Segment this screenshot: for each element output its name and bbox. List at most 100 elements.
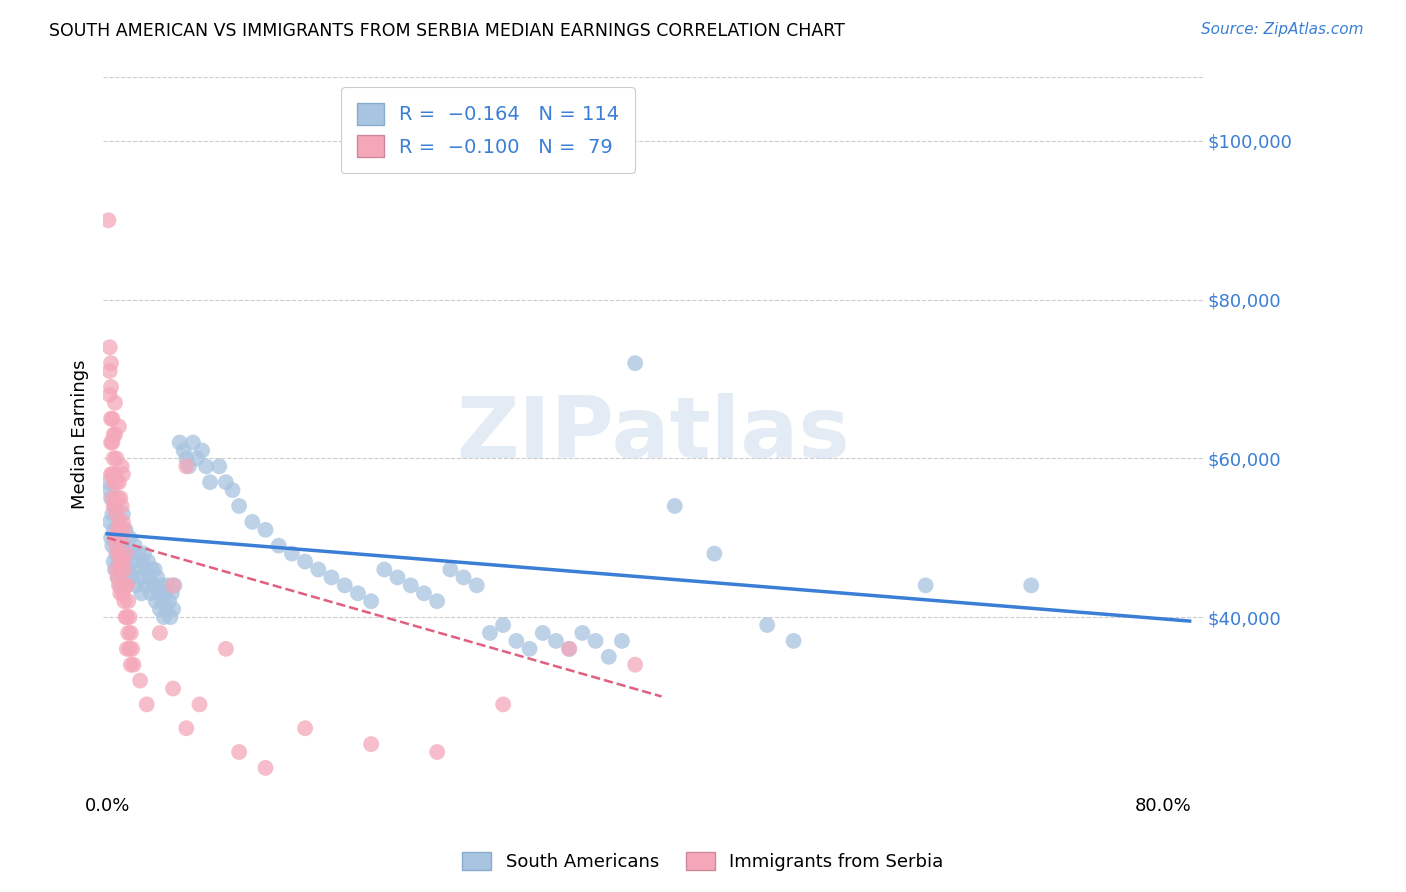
Point: [115, 578, 138, 592]
Point: [112, 562, 135, 576]
Point: [98, 483, 121, 497]
Point: [914, 578, 936, 592]
Point: [108, 555, 131, 569]
Point: [120, 657, 142, 672]
Point: [128, 547, 150, 561]
Point: [163, 578, 186, 592]
Point: [135, 698, 157, 712]
Point: [110, 523, 132, 537]
Point: [181, 435, 204, 450]
Point: [267, 539, 290, 553]
Point: [188, 698, 211, 712]
Point: [118, 641, 141, 656]
Point: [149, 626, 172, 640]
Point: [103, 475, 125, 490]
Point: [107, 570, 129, 584]
Point: [108, 578, 131, 592]
Point: [114, 523, 136, 537]
Point: [221, 483, 243, 497]
Point: [104, 427, 127, 442]
Point: [176, 451, 198, 466]
Point: [360, 737, 382, 751]
Point: [114, 555, 136, 569]
Point: [115, 547, 138, 561]
Point: [124, 539, 146, 553]
Point: [1019, 578, 1042, 592]
Point: [108, 419, 131, 434]
Point: [112, 539, 135, 553]
Point: [121, 641, 143, 656]
Point: [162, 602, 184, 616]
Point: [117, 626, 139, 640]
Point: [143, 562, 166, 576]
Point: [228, 745, 250, 759]
Point: [610, 634, 633, 648]
Point: [373, 562, 395, 576]
Point: [191, 443, 214, 458]
Point: [240, 515, 263, 529]
Point: [208, 459, 231, 474]
Point: [347, 586, 370, 600]
Point: [101, 435, 124, 450]
Point: [307, 562, 329, 576]
Point: [107, 570, 129, 584]
Point: [100, 435, 122, 450]
Point: [105, 539, 128, 553]
Point: [120, 547, 142, 561]
Point: [598, 649, 620, 664]
Point: [426, 745, 449, 759]
Point: [112, 570, 135, 584]
Point: [756, 618, 779, 632]
Point: [114, 610, 136, 624]
Point: [101, 411, 124, 425]
Point: [134, 578, 156, 592]
Point: [169, 435, 191, 450]
Point: [478, 626, 501, 640]
Point: [115, 578, 138, 592]
Point: [111, 586, 134, 600]
Point: [111, 515, 134, 529]
Point: [215, 641, 238, 656]
Point: [104, 531, 127, 545]
Point: [110, 531, 132, 545]
Point: [120, 626, 142, 640]
Legend: South Americans, Immigrants from Serbia: South Americans, Immigrants from Serbia: [456, 845, 950, 879]
Point: [111, 507, 134, 521]
Point: [101, 467, 124, 482]
Point: [173, 443, 195, 458]
Point: [624, 356, 647, 370]
Point: [703, 547, 725, 561]
Point: [108, 475, 131, 490]
Point: [107, 491, 129, 505]
Point: [100, 531, 122, 545]
Point: [104, 499, 127, 513]
Point: [176, 721, 198, 735]
Text: Source: ZipAtlas.com: Source: ZipAtlas.com: [1201, 22, 1364, 37]
Y-axis label: Median Earnings: Median Earnings: [72, 359, 89, 509]
Point: [453, 570, 475, 584]
Point: [110, 586, 132, 600]
Point: [152, 594, 174, 608]
Point: [101, 539, 124, 553]
Point: [162, 681, 184, 696]
Point: [198, 475, 221, 490]
Point: [104, 396, 127, 410]
Point: [104, 562, 127, 576]
Legend: R =  −0.164   N = 114, R =  −0.100   N =  79: R = −0.164 N = 114, R = −0.100 N = 79: [342, 87, 636, 173]
Point: [399, 578, 422, 592]
Point: [145, 594, 167, 608]
Point: [228, 499, 250, 513]
Point: [558, 641, 581, 656]
Point: [98, 340, 121, 354]
Point: [281, 547, 304, 561]
Point: [585, 634, 607, 648]
Point: [129, 673, 152, 688]
Point: [426, 594, 449, 608]
Point: [105, 451, 128, 466]
Point: [105, 562, 128, 576]
Point: [136, 555, 159, 569]
Point: [98, 515, 121, 529]
Point: [114, 547, 136, 561]
Point: [118, 531, 141, 545]
Point: [321, 570, 343, 584]
